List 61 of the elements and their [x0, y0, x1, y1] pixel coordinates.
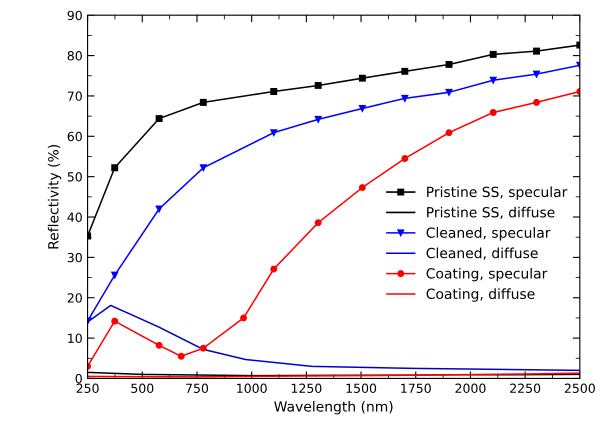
legend-label: Coating, diffuse: [426, 288, 535, 302]
x-tick-label: 1500: [346, 384, 376, 393]
y-axis-title: Reflectivity (%): [48, 145, 62, 248]
point: [490, 109, 497, 116]
point: [490, 76, 497, 84]
x-tick-label: 500: [131, 384, 154, 393]
legend-label: Coating, specular: [426, 268, 548, 282]
point: [446, 88, 452, 96]
point: [314, 219, 322, 226]
y-tick-label: 90: [68, 10, 82, 20]
point: [401, 94, 408, 102]
legend-label: Pristine SS, specular: [427, 186, 568, 200]
point: [156, 342, 163, 349]
x-tick-label: 1750: [401, 384, 431, 393]
point: [358, 74, 366, 82]
point: [178, 352, 185, 360]
y-tick-label: 30: [68, 252, 82, 262]
point: [200, 164, 207, 172]
point: [533, 98, 540, 106]
point: [111, 318, 118, 325]
point: [401, 68, 408, 75]
x-tick-label: 750: [186, 384, 208, 393]
y-tick-label: 80: [68, 51, 82, 61]
point: [314, 82, 322, 89]
point: [358, 184, 366, 192]
point: [111, 272, 118, 279]
x-tick-label: 1000: [237, 384, 267, 393]
point: [401, 155, 408, 162]
y-tick-label: 0: [76, 374, 82, 384]
legend-label: Cleaned, specular: [426, 227, 550, 241]
point: [270, 266, 278, 273]
point: [240, 314, 248, 322]
point: [358, 104, 366, 112]
point: [314, 116, 322, 123]
point: [446, 60, 452, 68]
y-tick-label: 50: [68, 172, 82, 182]
point: [270, 88, 278, 95]
y-tick-label: 20: [68, 293, 82, 303]
point: [533, 48, 540, 55]
point: [446, 129, 452, 136]
x-tick-label: 250: [76, 384, 99, 393]
x-tick-label: 1250: [292, 384, 322, 393]
x-tick-label: 2250: [510, 384, 540, 393]
point: [200, 344, 207, 352]
legend-label: Pristine SS, diffuse: [427, 206, 555, 219]
line-series: [88, 304, 580, 372]
point: [270, 129, 278, 136]
y-tick-label: 10: [68, 334, 82, 344]
x-tick-label: 2500: [564, 384, 595, 393]
y-tick-label: 60: [68, 132, 82, 142]
y-tick-label: 40: [67, 212, 82, 222]
point: [200, 98, 207, 106]
x-tick-label: 2000: [455, 384, 486, 393]
legend-label: Cleaned, diffuse: [426, 248, 538, 260]
point: [156, 115, 163, 122]
point: [533, 70, 540, 78]
point: [111, 164, 118, 172]
y-tick-label: 70: [68, 91, 82, 101]
point: [156, 205, 163, 212]
x-axis-title: Wavelength (nm): [274, 400, 393, 414]
point: [490, 50, 497, 58]
